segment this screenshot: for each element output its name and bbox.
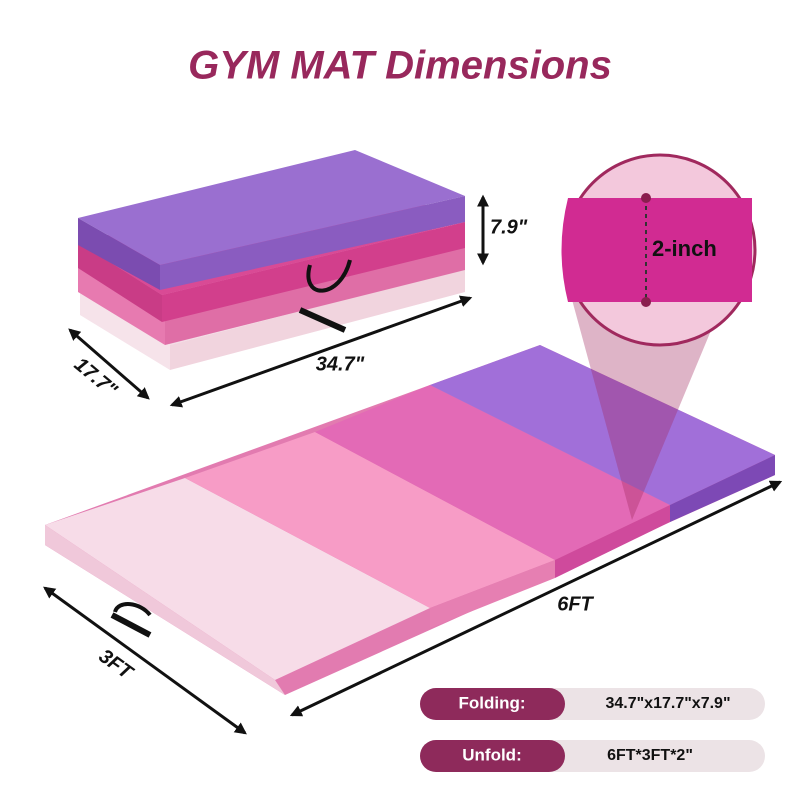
spec-value: 6FT*3FT*2" — [607, 747, 693, 764]
spec-label: Unfold: — [462, 745, 521, 764]
spec-value: 34.7"x17.7"x7.9" — [605, 695, 730, 712]
folded-width: 17.7" — [70, 353, 122, 401]
length-arrow — [169, 295, 473, 408]
spec-table: Folding: 34.7"x17.7"x7.9" Unfold: 6FT*3F… — [420, 688, 765, 772]
folded-height: 7.9" — [490, 216, 528, 238]
folded-length: 34.7" — [316, 353, 365, 375]
folded-mat — [78, 150, 465, 370]
thickness-label: 2-inch — [652, 236, 717, 261]
title: GYM MAT Dimensions — [188, 44, 612, 88]
unfold-length-arrow — [289, 480, 783, 717]
unfold-width-arrow — [43, 586, 247, 735]
zoom-detail: 2-inch — [561, 153, 757, 520]
unfold-length: 6FT — [557, 593, 594, 615]
width-arrow — [68, 328, 150, 400]
spec-label: Folding: — [458, 693, 525, 712]
